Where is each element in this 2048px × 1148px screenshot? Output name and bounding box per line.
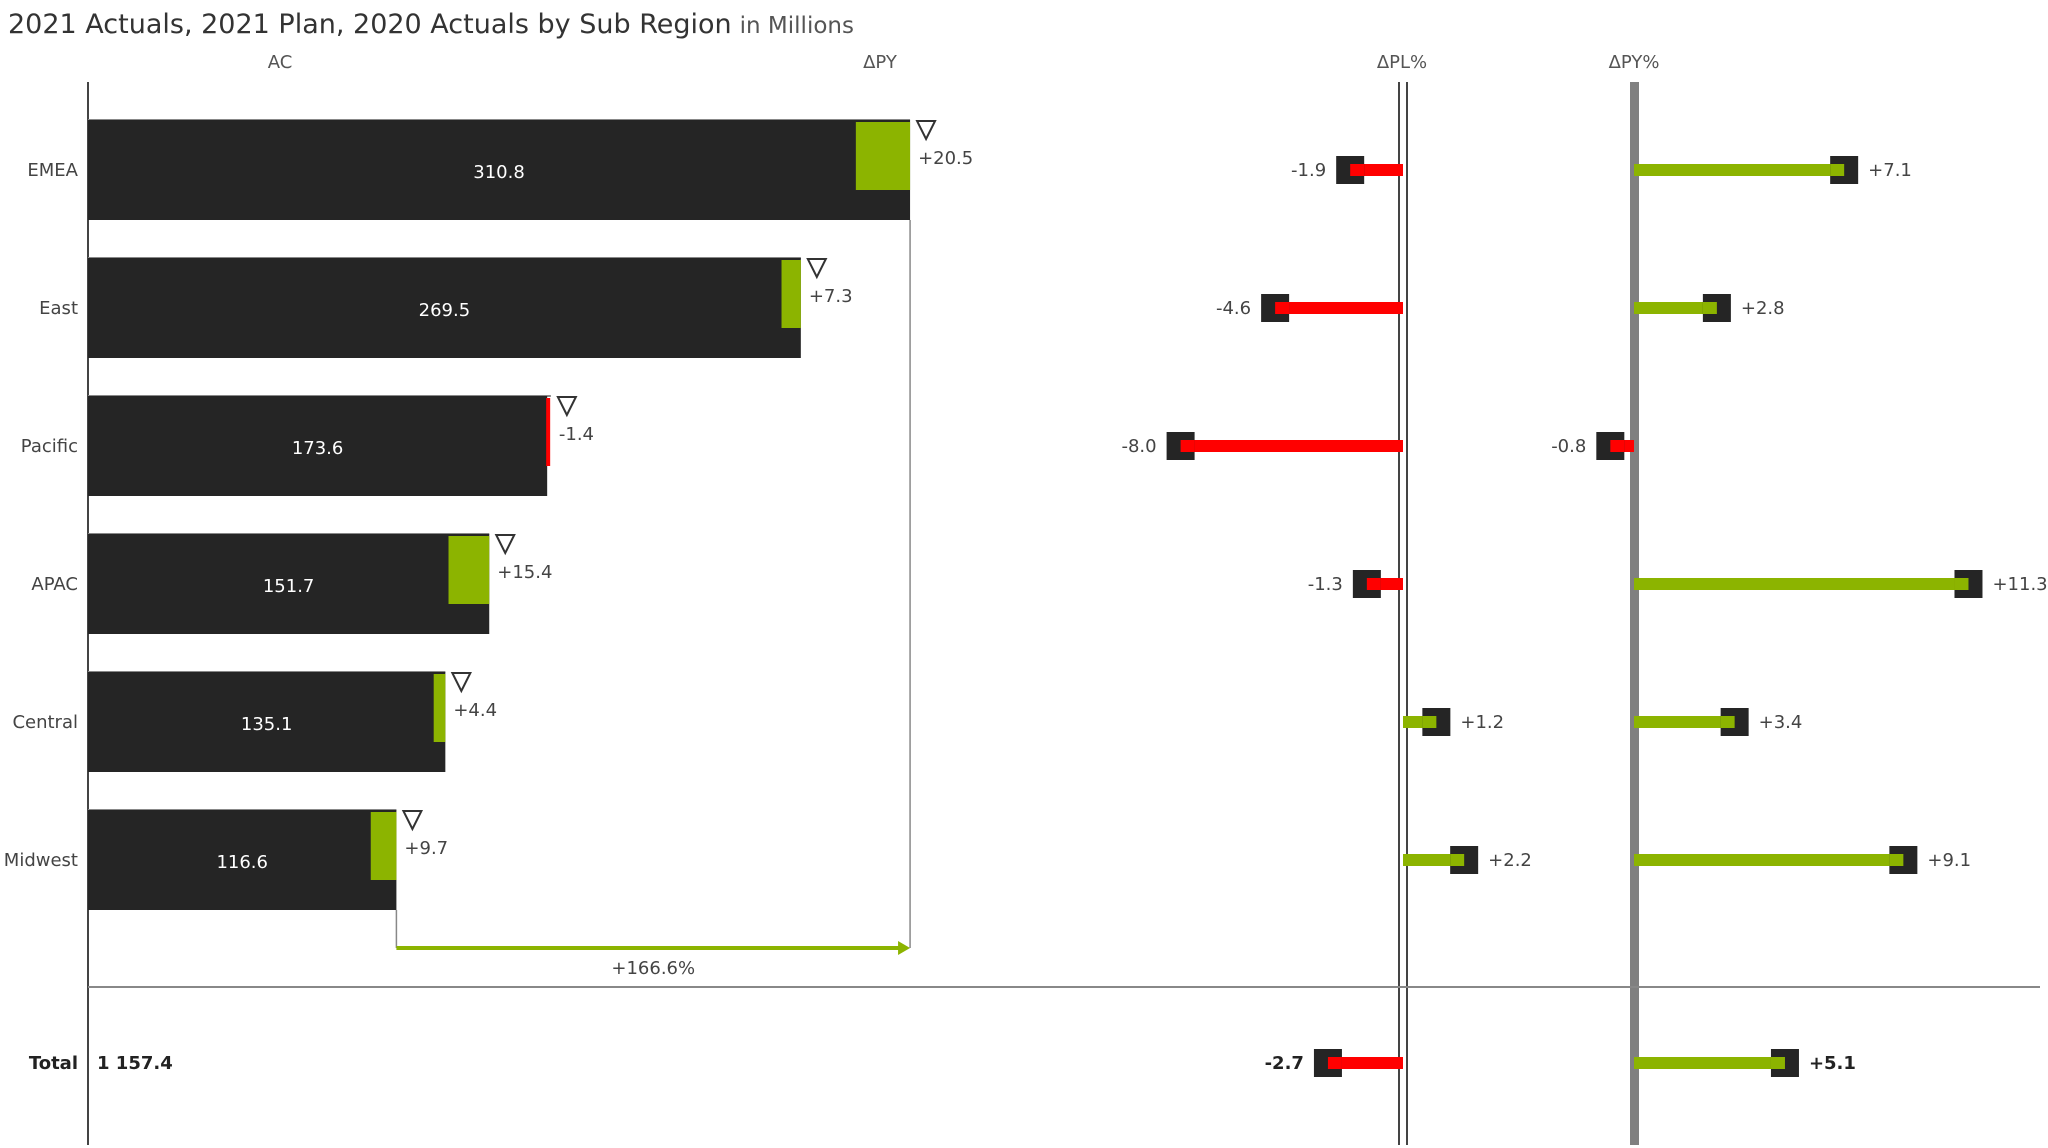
- category-label-midwest: Midwest: [4, 850, 78, 871]
- delta-pl-pct-marker-inner: [1450, 854, 1465, 866]
- delta-pl-pct-label: -1.3: [1308, 574, 1343, 595]
- delta-py-label: +7.3: [809, 286, 853, 307]
- delta-pl-pct-bar: [1275, 302, 1403, 314]
- ac-value-label: 116.6: [216, 852, 268, 873]
- delta-py-bar: [370, 812, 397, 880]
- ac-bar: [88, 396, 548, 496]
- ac-value-label: 135.1: [241, 714, 293, 735]
- header-ac: AC: [268, 52, 293, 73]
- category-label-central: Central: [12, 712, 78, 733]
- delta-pl-pct-label: -1.9: [1291, 160, 1326, 181]
- delta-py-pct-bar: [1634, 578, 1969, 590]
- delta-pl-pct-bar: [1180, 440, 1403, 452]
- difference-arrow-label: +166.6%: [611, 958, 695, 979]
- delta-pl-pct-label: +2.2: [1488, 850, 1532, 871]
- dpy-pct-axis: [1630, 82, 1639, 1145]
- difference-arrow-head: [898, 941, 911, 955]
- ac-value-label: 310.8: [473, 162, 525, 183]
- header-delta-py: ΔPY: [863, 52, 898, 73]
- py-marker-triangle: [915, 120, 937, 142]
- delta-py-pct-label: -0.8: [1551, 436, 1586, 457]
- ac-value-label: 173.6: [292, 438, 344, 459]
- chart-title: 2021 Actuals, 2021 Plan, 2020 Actuals by…: [8, 9, 854, 40]
- py-marker-triangle: [806, 258, 828, 280]
- total-delta-pl-pct-marker-inner: [1327, 1057, 1342, 1069]
- delta-py-pct-label: +9.1: [1927, 850, 1971, 871]
- delta-py-pct-bar: [1634, 854, 1904, 866]
- delta-py-pct-bar: [1634, 302, 1717, 314]
- delta-py-label: +9.7: [404, 838, 448, 859]
- total-delta-py-pct-bar: [1634, 1057, 1785, 1069]
- category-label-east: East: [39, 298, 78, 319]
- ac-bar: [88, 534, 490, 634]
- py-marker-triangle: [401, 810, 424, 832]
- py-marker-triangle: [450, 672, 472, 694]
- py-marker-triangle: [556, 396, 578, 418]
- delta-py-bar: [448, 536, 490, 604]
- ac-value-label: 151.7: [263, 576, 315, 597]
- total-delta-py-pct-marker-inner: [1770, 1057, 1785, 1069]
- delta-py-bar: [546, 398, 551, 466]
- ac-bar: [88, 810, 397, 910]
- delta-py-pct-marker-inner: [1702, 302, 1717, 314]
- delta-pl-pct-bar: [1403, 854, 1465, 866]
- delta-py-pct-bar: [1634, 164, 1845, 176]
- total-delta-pl-pct-label: -2.7: [1265, 1053, 1304, 1074]
- delta-py-pct-marker-inner: [1720, 716, 1735, 728]
- total-delta-py-pct-label: +5.1: [1809, 1053, 1856, 1074]
- category-label-apac: APAC: [31, 574, 78, 595]
- header-delta-py-pct: ΔPY%: [1609, 52, 1660, 73]
- delta-py-label: +20.5: [918, 148, 973, 169]
- delta-py-pct-label: +11.3: [1992, 574, 2047, 595]
- py-marker-triangle: [494, 534, 516, 556]
- ac-bar: [88, 672, 446, 772]
- delta-py-pct-marker-inner: [1889, 854, 1904, 866]
- delta-pl-pct-marker-inner: [1366, 578, 1381, 590]
- delta-py-pct-label: +7.1: [1868, 160, 1912, 181]
- category-label-emea: EMEA: [27, 160, 78, 181]
- delta-py-pct-marker-inner: [1954, 578, 1969, 590]
- total-label: Total: [29, 1053, 78, 1074]
- category-label-pacific: Pacific: [21, 436, 78, 457]
- delta-py-pct-label: +2.8: [1741, 298, 1785, 319]
- delta-py-label: -1.4: [559, 424, 594, 445]
- delta-py-pct-marker-inner: [1610, 440, 1625, 452]
- ac-bar: [88, 120, 911, 220]
- delta-py-bar: [781, 260, 801, 328]
- delta-py-bar: [855, 122, 911, 190]
- ac-bar: [88, 258, 801, 358]
- delta-pl-pct-marker-inner: [1275, 302, 1290, 314]
- total-delta-pl-pct-bar: [1327, 1057, 1403, 1069]
- delta-pl-pct-marker-inner: [1422, 716, 1437, 728]
- delta-pl-pct-label: -8.0: [1121, 436, 1156, 457]
- delta-py-pct-marker-inner: [1830, 164, 1845, 176]
- delta-pl-pct-label: -4.6: [1216, 298, 1251, 319]
- delta-pl-pct-marker-inner: [1350, 164, 1365, 176]
- delta-py-label: +15.4: [497, 562, 552, 583]
- delta-pl-pct-marker-inner: [1180, 440, 1195, 452]
- total-ac-value: 1 157.4: [97, 1053, 173, 1074]
- delta-pl-pct-label: +1.2: [1460, 712, 1504, 733]
- delta-py-pct-bar: [1634, 716, 1735, 728]
- delta-py-bar: [433, 674, 446, 742]
- header-delta-pl-pct: ΔPL%: [1377, 52, 1427, 73]
- ac-value-label: 269.5: [419, 300, 471, 321]
- delta-py-label: +4.4: [453, 700, 497, 721]
- delta-py-pct-label: +3.4: [1759, 712, 1803, 733]
